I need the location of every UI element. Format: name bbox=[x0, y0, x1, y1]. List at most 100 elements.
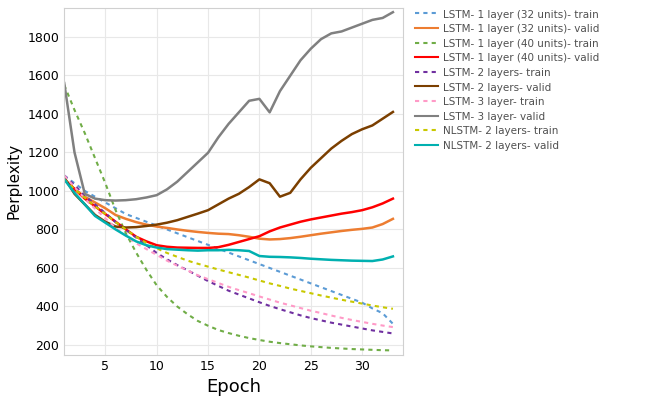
LSTM- 3 layer- valid bbox=[306, 46, 314, 51]
LSTM- 1 layer (32 units)- train bbox=[235, 254, 243, 259]
LSTM- 1 layer (32 units)- train bbox=[204, 243, 212, 247]
LSTM- 1 layer (40 units)- train bbox=[81, 131, 89, 135]
NLSTM- 2 layers- train bbox=[153, 246, 161, 251]
LSTM- 1 layer (40 units)- train bbox=[348, 347, 356, 351]
LSTM- 1 layer (40 units)- train bbox=[327, 345, 335, 350]
NLSTM- 2 layers- valid bbox=[142, 243, 151, 248]
LSTM- 1 layer (32 units)- valid bbox=[276, 237, 284, 241]
LSTM- 1 layer (32 units)- valid bbox=[153, 224, 161, 229]
LSTM- 2 layers- valid bbox=[153, 222, 161, 227]
LSTM- 2 layers- valid bbox=[71, 191, 79, 196]
LSTM- 2 layers- valid bbox=[296, 177, 304, 182]
LSTM- 1 layer (40 units)- valid bbox=[71, 187, 79, 191]
LSTM- 2 layers- train bbox=[389, 331, 397, 336]
NLSTM- 2 layers- train bbox=[265, 281, 274, 286]
NLSTM- 2 layers- train bbox=[389, 306, 397, 311]
NLSTM- 2 layers- valid bbox=[317, 257, 325, 262]
LSTM- 1 layer (40 units)- train bbox=[214, 328, 222, 332]
LSTM- 1 layer (40 units)- train bbox=[163, 295, 171, 299]
LSTM- 1 layer (32 units)- train bbox=[296, 277, 304, 282]
NLSTM- 2 layers- train bbox=[358, 301, 366, 306]
NLSTM- 2 layers- valid bbox=[122, 233, 130, 238]
NLSTM- 2 layers- valid bbox=[389, 254, 397, 259]
NLSTM- 2 layers- train bbox=[378, 305, 386, 310]
LSTM- 2 layers- valid bbox=[378, 116, 386, 121]
LSTM- 2 layers- train bbox=[214, 283, 222, 288]
LSTM- 2 layers- valid bbox=[306, 165, 314, 170]
LSTM- 3 layer- train bbox=[348, 318, 356, 322]
LSTM- 2 layers- valid bbox=[173, 218, 181, 222]
LSTM- 1 layer (32 units)- train bbox=[71, 181, 79, 186]
LSTM- 1 layer (40 units)- valid bbox=[286, 222, 294, 227]
LSTM- 2 layers- train bbox=[71, 183, 79, 187]
LSTM- 2 layers- train bbox=[224, 288, 233, 293]
LSTM- 3 layer- valid bbox=[122, 198, 130, 203]
NLSTM- 2 layers- valid bbox=[245, 249, 253, 253]
LSTM- 2 layers- valid bbox=[389, 110, 397, 114]
LSTM- 1 layer (40 units)- train bbox=[389, 348, 397, 353]
LSTM- 1 layer (32 units)- train bbox=[132, 216, 140, 220]
LSTM- 1 layer (40 units)- valid bbox=[276, 225, 284, 230]
LSTM- 1 layer (40 units)- valid bbox=[142, 239, 151, 244]
NLSTM- 2 layers- train bbox=[101, 212, 110, 216]
LSTM- 1 layer (32 units)- valid bbox=[163, 226, 171, 231]
LSTM- 1 layer (40 units)- train bbox=[255, 338, 263, 343]
LSTM- 3 layer- valid bbox=[60, 81, 69, 85]
NLSTM- 2 layers- valid bbox=[183, 248, 192, 253]
LSTM- 2 layers- valid bbox=[245, 185, 253, 189]
LSTM- 1 layer (40 units)- train bbox=[235, 333, 243, 338]
LSTM- 2 layers- train bbox=[348, 324, 356, 329]
LSTM- 3 layer- train bbox=[91, 206, 99, 211]
NLSTM- 2 layers- train bbox=[337, 297, 345, 302]
LSTM- 1 layer (40 units)- train bbox=[296, 343, 304, 348]
LSTM- 3 layer- valid bbox=[163, 187, 171, 192]
LSTM- 1 layer (32 units)- train bbox=[81, 189, 89, 193]
LSTM- 1 layer (40 units)- train bbox=[173, 304, 181, 309]
NLSTM- 2 layers- train bbox=[317, 293, 325, 298]
LSTM- 3 layer- valid bbox=[337, 29, 345, 34]
LSTM- 3 layer- train bbox=[142, 247, 151, 251]
LSTM- 1 layer (40 units)- valid bbox=[173, 245, 181, 250]
NLSTM- 2 layers- train bbox=[81, 195, 89, 200]
LSTM- 1 layer (40 units)- train bbox=[276, 341, 284, 345]
LSTM- 3 layer- valid bbox=[112, 198, 120, 203]
LSTM- 2 layers- valid bbox=[60, 175, 69, 180]
LSTM- 3 layer- train bbox=[224, 285, 233, 289]
LSTM- 3 layer- valid bbox=[378, 16, 386, 21]
NLSTM- 2 layers- valid bbox=[81, 202, 89, 207]
NLSTM- 2 layers- valid bbox=[286, 255, 294, 260]
LSTM- 3 layer- valid bbox=[81, 191, 89, 196]
Line: LSTM- 2 layers- valid: LSTM- 2 layers- valid bbox=[65, 112, 393, 228]
LSTM- 2 layers- train bbox=[337, 322, 345, 327]
LSTM- 1 layer (32 units)- train bbox=[173, 231, 181, 236]
LSTM- 2 layers- valid bbox=[214, 202, 222, 207]
LSTM- 2 layers- valid bbox=[183, 214, 192, 219]
LSTM- 1 layer (32 units)- train bbox=[224, 250, 233, 255]
LSTM- 3 layer- valid bbox=[142, 195, 151, 200]
NLSTM- 2 layers- valid bbox=[255, 253, 263, 258]
LSTM- 1 layer (40 units)- valid bbox=[255, 234, 263, 239]
LSTM- 1 layer (32 units)- valid bbox=[235, 233, 243, 238]
LSTM- 3 layer- train bbox=[122, 233, 130, 238]
LSTM- 3 layer- train bbox=[306, 308, 314, 313]
LSTM- 1 layer (32 units)- train bbox=[317, 285, 325, 290]
LSTM- 1 layer (40 units)- train bbox=[183, 312, 192, 317]
LSTM- 1 layer (32 units)- train bbox=[163, 227, 171, 232]
LSTM- 3 layer- train bbox=[132, 241, 140, 246]
LSTM- 2 layers- train bbox=[235, 292, 243, 297]
LSTM- 1 layer (32 units)- valid bbox=[296, 234, 304, 239]
NLSTM- 2 layers- train bbox=[122, 227, 130, 232]
NLSTM- 2 layers- valid bbox=[132, 239, 140, 244]
Y-axis label: Perplexity: Perplexity bbox=[7, 143, 22, 219]
LSTM- 1 layer (40 units)- valid bbox=[389, 196, 397, 201]
LSTM- 1 layer (32 units)- train bbox=[91, 194, 99, 199]
LSTM- 1 layer (32 units)- train bbox=[389, 322, 397, 326]
LSTM- 3 layer- train bbox=[153, 252, 161, 257]
LSTM- 1 layer (32 units)- valid bbox=[348, 227, 356, 232]
LSTM- 2 layers- valid bbox=[112, 224, 120, 229]
LSTM- 3 layer- valid bbox=[255, 96, 263, 101]
LSTM- 3 layer- train bbox=[235, 288, 243, 293]
LSTM- 3 layer- valid bbox=[368, 17, 376, 22]
LSTM- 1 layer (40 units)- train bbox=[265, 339, 274, 344]
LSTM- 3 layer- train bbox=[71, 185, 79, 189]
